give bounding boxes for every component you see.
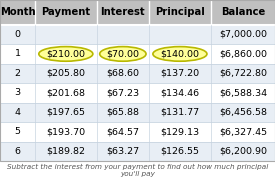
- Text: $67.23: $67.23: [106, 88, 139, 97]
- Text: $6,588.34: $6,588.34: [219, 88, 267, 97]
- Text: $6,327.45: $6,327.45: [219, 127, 267, 136]
- Text: Subtract the interest from your payment to find out how much principal you'll pa: Subtract the interest from your payment …: [7, 164, 268, 177]
- Text: $6,456.58: $6,456.58: [219, 108, 267, 117]
- Bar: [0, 64, 275, 83]
- Text: $68.60: $68.60: [106, 69, 139, 78]
- Text: $205.80: $205.80: [46, 69, 85, 78]
- Text: $193.70: $193.70: [46, 127, 85, 136]
- Text: $197.65: $197.65: [46, 108, 85, 117]
- Text: $210.00: $210.00: [46, 49, 85, 58]
- Text: $131.77: $131.77: [160, 108, 199, 117]
- Text: 2: 2: [15, 69, 21, 78]
- Text: $137.20: $137.20: [160, 69, 199, 78]
- Bar: [0, 0, 275, 25]
- Bar: [0, 83, 275, 103]
- Ellipse shape: [100, 47, 146, 61]
- Bar: [0, 44, 275, 64]
- Text: $134.46: $134.46: [160, 88, 199, 97]
- Bar: [0, 25, 275, 44]
- Text: $64.57: $64.57: [106, 127, 139, 136]
- Bar: [0, 142, 275, 161]
- Bar: [0, 0, 275, 161]
- Text: 3: 3: [15, 88, 21, 97]
- Text: $63.27: $63.27: [106, 147, 139, 156]
- Text: 1: 1: [15, 49, 21, 58]
- Text: Principal: Principal: [155, 7, 205, 17]
- Text: Interest: Interest: [101, 7, 145, 17]
- Ellipse shape: [39, 47, 93, 61]
- Text: 0: 0: [15, 30, 21, 39]
- Text: 6: 6: [15, 147, 21, 156]
- Text: $201.68: $201.68: [46, 88, 85, 97]
- Text: 5: 5: [15, 127, 21, 136]
- Text: $6,200.90: $6,200.90: [219, 147, 267, 156]
- Text: Payment: Payment: [41, 7, 90, 17]
- Ellipse shape: [153, 47, 207, 61]
- Text: $140.00: $140.00: [160, 49, 199, 58]
- Text: 4: 4: [15, 108, 21, 117]
- Text: $126.55: $126.55: [160, 147, 199, 156]
- Text: $7,000.00: $7,000.00: [219, 30, 267, 39]
- Text: $6,722.80: $6,722.80: [219, 69, 267, 78]
- Text: Balance: Balance: [221, 7, 265, 17]
- Bar: [0, 103, 275, 122]
- Text: $70.00: $70.00: [106, 49, 139, 58]
- Text: Month: Month: [0, 7, 35, 17]
- Text: $129.13: $129.13: [160, 127, 199, 136]
- Text: $6,860.00: $6,860.00: [219, 49, 267, 58]
- Text: $65.88: $65.88: [106, 108, 139, 117]
- Bar: [0, 122, 275, 142]
- Text: $189.82: $189.82: [46, 147, 85, 156]
